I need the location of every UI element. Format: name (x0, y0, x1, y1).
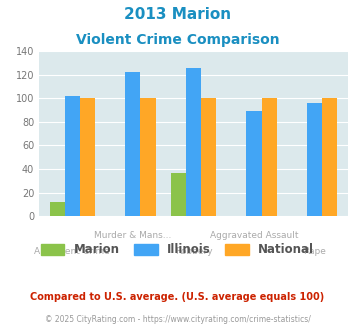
Bar (186, 68, 201, 216)
Bar (65, 96, 80, 216)
Bar (125, 72, 141, 216)
Text: Rape: Rape (303, 248, 326, 256)
Text: All Violent Crime: All Violent Crime (34, 248, 110, 256)
Text: Murder & Mans...: Murder & Mans... (94, 231, 171, 240)
Bar (171, 173, 186, 216)
Text: Aggravated Assault: Aggravated Assault (210, 231, 298, 240)
Bar (307, 103, 322, 216)
Bar (50, 202, 65, 216)
Bar (201, 98, 216, 216)
Text: Robbery: Robbery (175, 248, 212, 256)
Text: Violent Crime Comparison: Violent Crime Comparison (76, 33, 279, 47)
Bar (322, 98, 337, 216)
Bar (141, 98, 155, 216)
Text: 2013 Marion: 2013 Marion (124, 7, 231, 21)
Bar (262, 98, 277, 216)
Text: Compared to U.S. average. (U.S. average equals 100): Compared to U.S. average. (U.S. average … (31, 292, 324, 302)
Bar (246, 111, 262, 216)
Bar (80, 98, 95, 216)
Legend: Marion, Illinois, National: Marion, Illinois, National (37, 240, 318, 260)
Text: © 2025 CityRating.com - https://www.cityrating.com/crime-statistics/: © 2025 CityRating.com - https://www.city… (45, 315, 310, 324)
